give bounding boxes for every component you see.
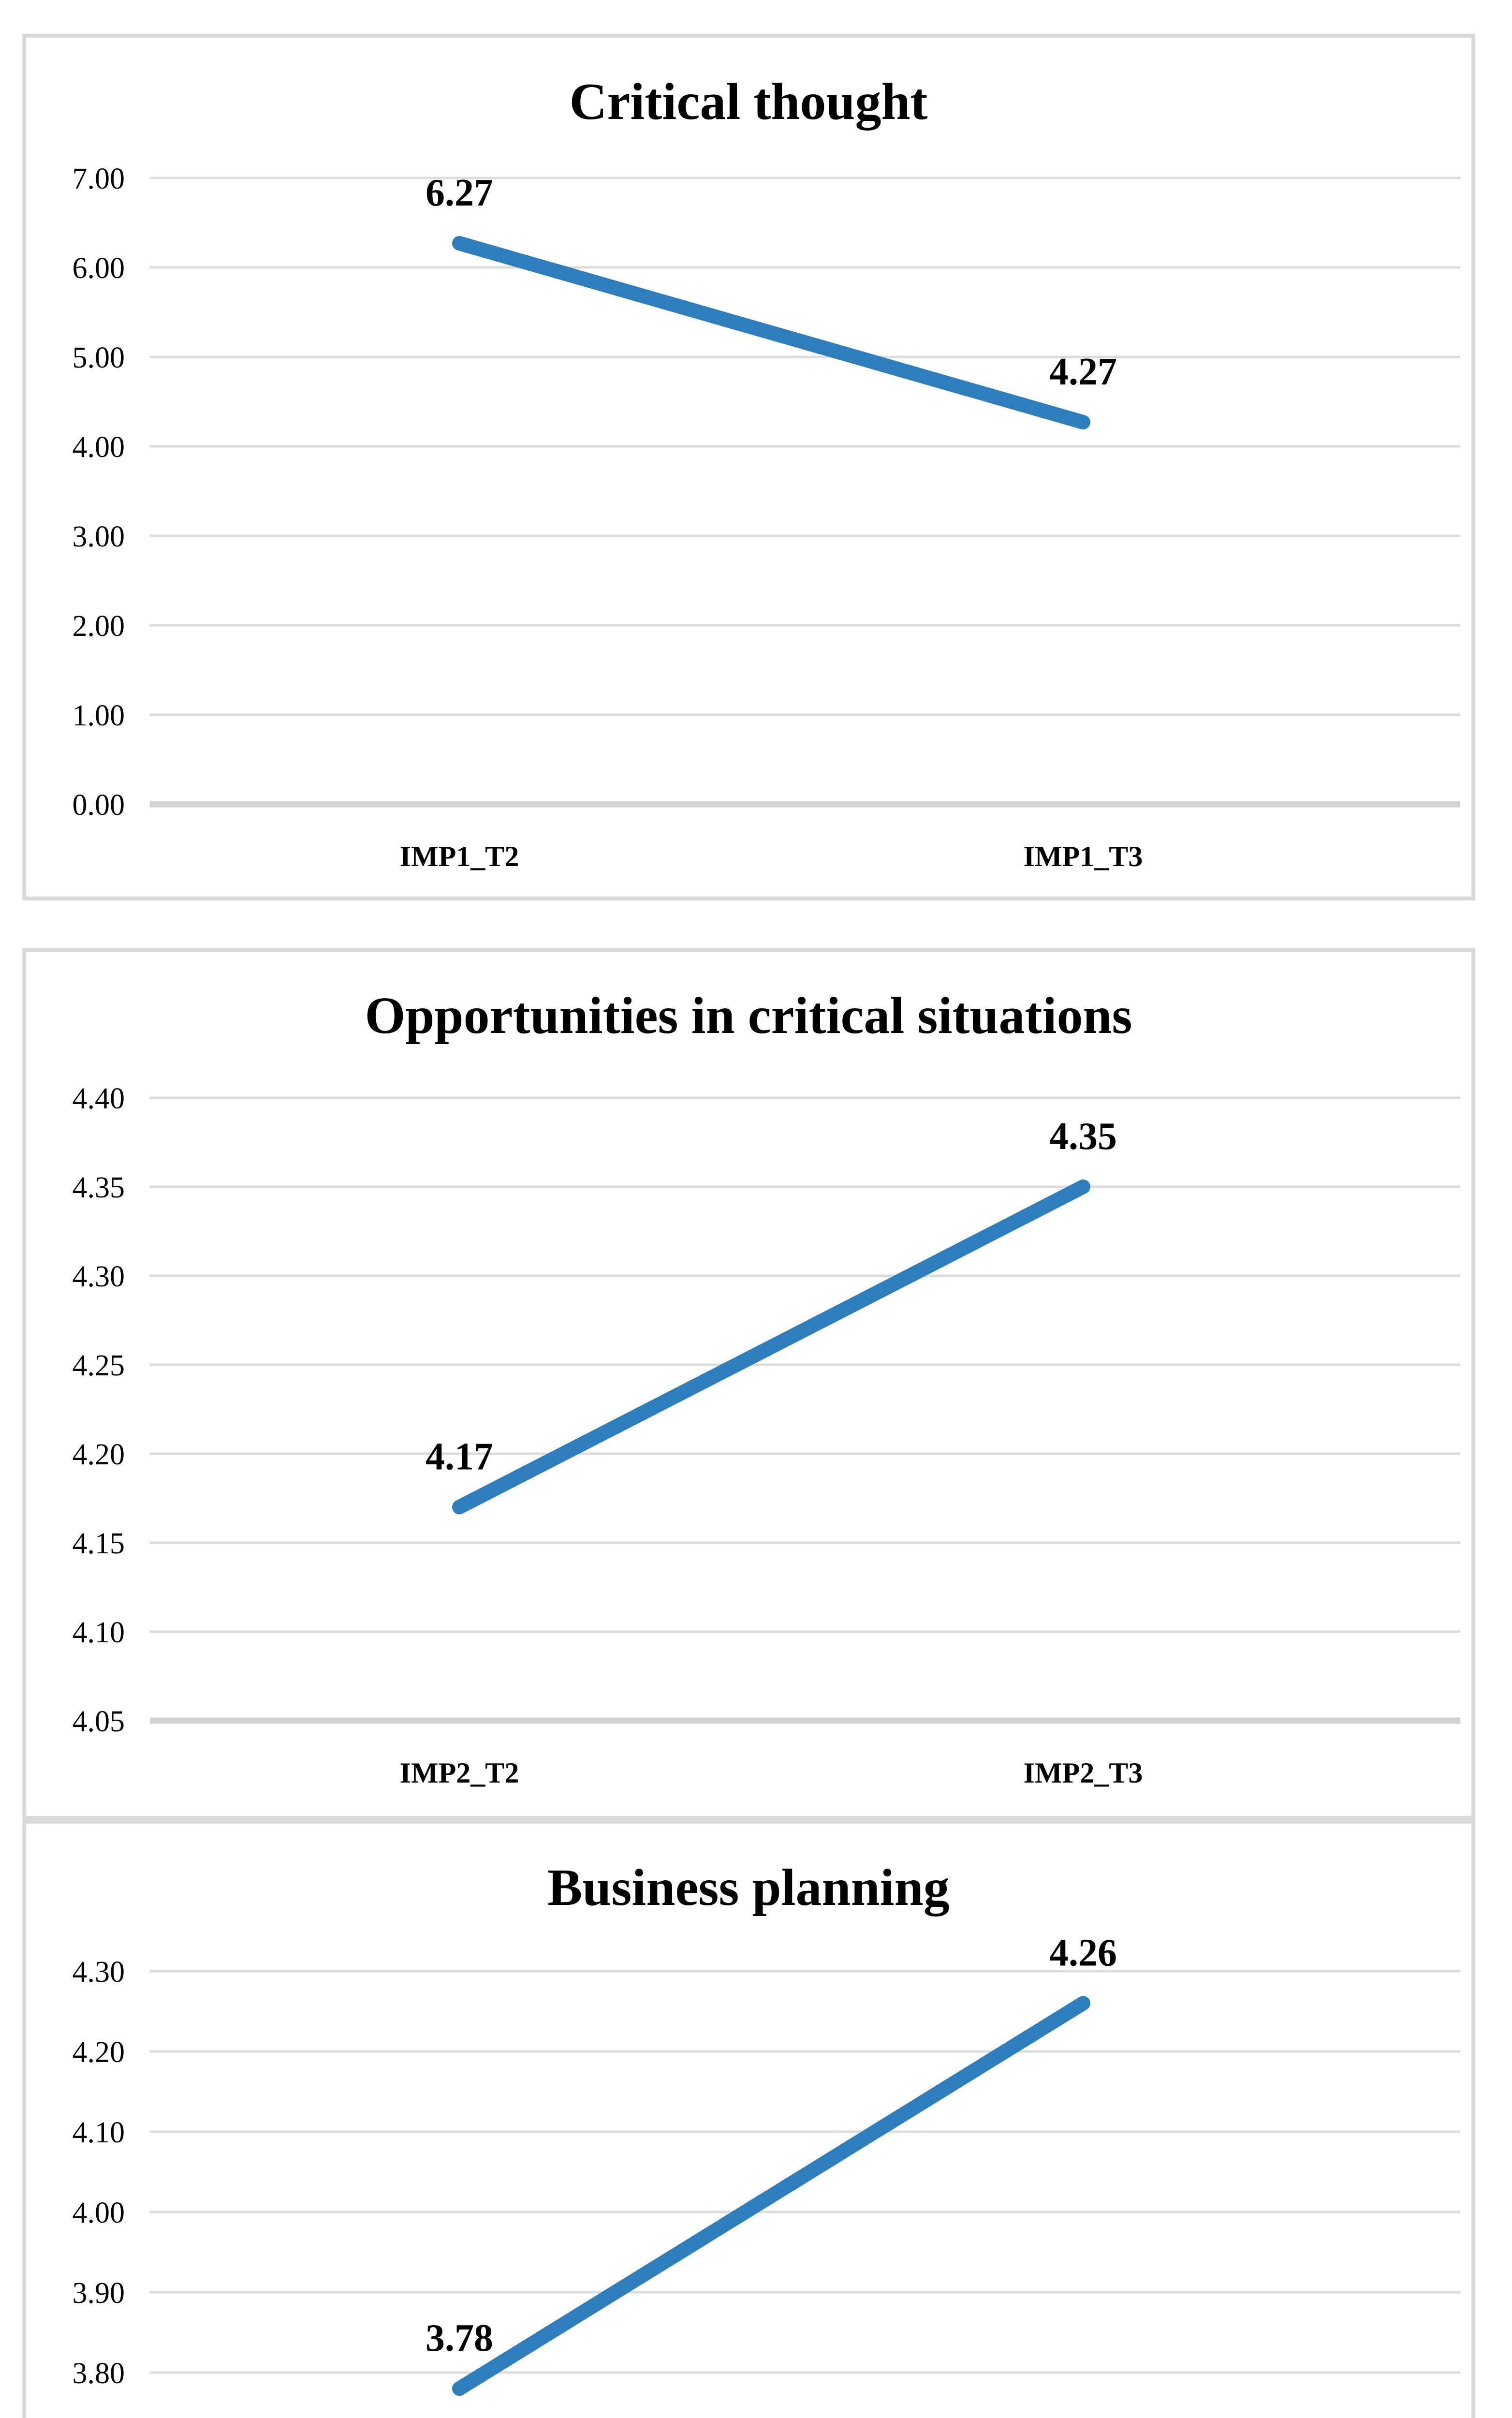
- chart-title: Critical thought: [570, 73, 928, 131]
- line-chart-opportunities: 4.40 4.35 4.30 4.25 4.20 4.15 4.10 4.05 4.17 IMP2…: [73, 987, 1460, 1789]
- chart-panel-critical-thought: 7.00 6.00 5.00 4.00 3.00 2.00 1.00 0.00 6.27 IMP1…: [22, 34, 1475, 900]
- y-tick-label: 1.00: [73, 699, 125, 732]
- y-tick-label: 7.00: [73, 162, 125, 195]
- y-tick-label: 3.80: [73, 2357, 125, 2390]
- y-tick-label: 4.05: [73, 1705, 125, 1738]
- data-point-label: 4.17: [426, 1435, 493, 1478]
- y-tick-label: 4.25: [73, 1349, 125, 1382]
- y-tick-label: 4.10: [73, 2116, 125, 2149]
- line-chart-business-planning: 4.304.204.104.003.903.803.703.603.503.78…: [73, 1859, 1460, 2396]
- y-tick-label: 2.00: [73, 610, 125, 643]
- y-tick-label: 6.00: [73, 252, 125, 285]
- y-tick-label: 4.10: [73, 1616, 125, 1649]
- y-tick-label: 4.20: [73, 1438, 125, 1471]
- x-category-label: IMP1_T3: [1024, 840, 1143, 872]
- y-tick-label: 4.40: [73, 1082, 125, 1115]
- y-tick-label: 5.00: [73, 341, 125, 374]
- data-point-label: 3.78: [426, 2317, 493, 2359]
- y-tick-label: 4.30: [73, 1260, 125, 1293]
- series-line: [452, 236, 1090, 430]
- data-point-label: 4.26: [1049, 1931, 1117, 1974]
- y-tick-label: 4.15: [73, 1527, 125, 1560]
- x-category-label: IMP1_T2: [400, 840, 519, 872]
- y-tick-label: 4.00: [73, 2197, 125, 2229]
- data-point-label: 6.27: [426, 172, 493, 214]
- chart-panel-opportunities: 4.40 4.35 4.30 4.25 4.20 4.15 4.10 4.05 4.17 IMP2…: [22, 948, 1475, 1820]
- chart-title: Opportunities in critical situations: [365, 987, 1132, 1045]
- x-category-label: IMP2_T3: [1024, 1757, 1143, 1789]
- y-tick-label: 4.00: [73, 431, 125, 464]
- chart-title: Business planning: [547, 1859, 949, 1917]
- y-tick-label: 3.90: [73, 2277, 125, 2310]
- line-chart-critical-thought: 7.00 6.00 5.00 4.00 3.00 2.00 1.00 0.00 6.27 IMP1…: [73, 73, 1460, 872]
- y-tick-label: 4.20: [73, 2036, 125, 2069]
- series-line: [452, 1180, 1090, 1515]
- y-tick-label: 4.30: [73, 1956, 125, 1989]
- y-tick-label: 0.00: [73, 789, 125, 822]
- chart-panel-business-planning: 4.304.204.104.003.903.803.703.603.503.78…: [22, 1820, 1475, 2418]
- x-category-label: IMP2_T2: [400, 1757, 519, 1789]
- data-point-label: 4.35: [1049, 1115, 1117, 1158]
- y-tick-label: 4.35: [73, 1171, 125, 1204]
- y-tick-label: 3.00: [73, 520, 125, 553]
- series-line: [452, 1996, 1090, 2396]
- data-point-label: 4.27: [1049, 351, 1117, 393]
